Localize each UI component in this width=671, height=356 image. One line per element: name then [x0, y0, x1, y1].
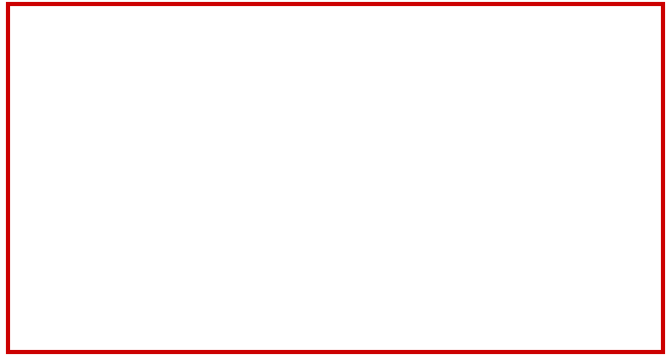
Text: 4320: 4320	[464, 309, 500, 322]
Bar	[23, 271, 648, 300]
Bar	[23, 153, 648, 182]
Text: Saturday, September 04, 2021: Saturday, September 04, 2021	[30, 218, 227, 231]
Bar	[23, 182, 648, 212]
Text: Profit: Profit	[572, 37, 607, 52]
Text: -5000%: -5000%	[558, 189, 607, 202]
Text: 27000%: 27000%	[554, 218, 607, 231]
Bar	[576, 183, 646, 211]
Text: 450: 450	[382, 189, 406, 202]
Text: -10000%: -10000%	[550, 159, 607, 172]
Text: 850: 850	[382, 277, 406, 290]
Text: Monday, August 30, 2021: Monday, August 30, 2021	[30, 70, 195, 84]
Bar	[23, 123, 648, 153]
Text: 450: 450	[476, 70, 500, 84]
Text: 5000%: 5000%	[562, 70, 607, 84]
Text: 980: 980	[476, 277, 500, 290]
Text: 550: 550	[382, 100, 406, 113]
Text: Tuesday, August 31, 2021: Tuesday, August 31, 2021	[30, 100, 196, 113]
Bar	[576, 242, 646, 270]
Bar	[23, 241, 648, 271]
Text: Thursday, September 02, 2021: Thursday, September 02, 2021	[30, 159, 229, 172]
Text: Wednesday, September 01, 2021: Wednesday, September 01, 2021	[30, 130, 244, 143]
Text: 500: 500	[476, 100, 500, 113]
Text: -13000%: -13000%	[550, 277, 607, 290]
Bar	[576, 154, 646, 181]
Bar	[23, 212, 648, 241]
Text: Monday, September 06, 2021: Monday, September 06, 2021	[30, 277, 220, 290]
Text: 480: 480	[476, 248, 500, 261]
Text: -28000%: -28000%	[550, 248, 607, 261]
Text: -7000%: -7000%	[554, 309, 607, 322]
Bar	[23, 94, 648, 123]
Text: 500: 500	[476, 189, 500, 202]
Text: Date: Date	[30, 37, 63, 52]
Text: Total Revenue: Total Revenue	[310, 37, 406, 52]
Text: 5000%: 5000%	[562, 100, 607, 113]
Text: 450: 450	[476, 159, 500, 172]
Bar	[576, 272, 646, 299]
Bar	[23, 64, 648, 94]
Text: 12000%: 12000%	[554, 130, 607, 143]
Text: 480: 480	[476, 130, 500, 143]
Text: Total Cost: Total Cost	[433, 37, 500, 52]
Text: Total: Total	[30, 309, 65, 322]
Text: 480: 480	[476, 218, 500, 231]
Text: 4250: 4250	[370, 309, 406, 322]
Text: Friday, September 03, 2021: Friday, September 03, 2021	[30, 189, 209, 202]
Text: 200: 200	[382, 248, 406, 261]
Text: 350: 350	[382, 159, 406, 172]
Text: 750: 750	[382, 218, 406, 231]
Text: 500: 500	[382, 70, 406, 84]
Text: 600: 600	[382, 130, 406, 143]
Text: Sunday, September 05, 2021: Sunday, September 05, 2021	[30, 248, 217, 261]
